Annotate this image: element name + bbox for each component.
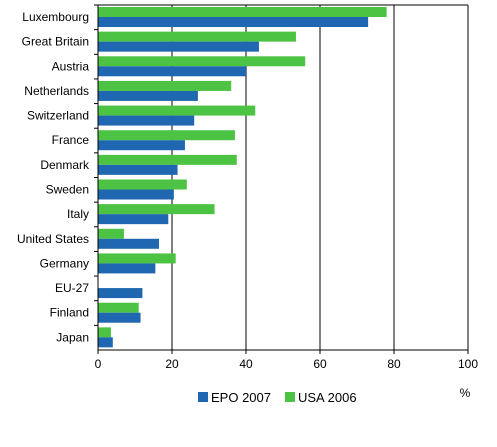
x-tick-label: 20 bbox=[165, 357, 179, 371]
bar-usa-2006 bbox=[98, 56, 306, 67]
x-tick-label: 0 bbox=[95, 357, 102, 371]
legend-swatch bbox=[198, 392, 208, 402]
category-label: United States bbox=[17, 232, 89, 246]
category-label: Japan bbox=[56, 330, 89, 344]
x-tick-label: 60 bbox=[313, 357, 327, 371]
bar-usa-2006 bbox=[98, 179, 187, 190]
category-label: EU-27 bbox=[55, 281, 89, 295]
x-tick-label: 80 bbox=[387, 357, 401, 371]
bar-epo-2007 bbox=[98, 238, 160, 249]
category-label: Germany bbox=[40, 256, 89, 270]
category-label: France bbox=[52, 133, 90, 147]
bar-epo-2007 bbox=[98, 164, 178, 175]
x-tick-labels: 0 20 40 60 80 100 bbox=[95, 357, 479, 371]
category-label: Italy bbox=[67, 207, 89, 221]
legend-swatch bbox=[285, 392, 295, 402]
category-label: Great Britain bbox=[22, 35, 89, 49]
bar-epo-2007 bbox=[98, 140, 185, 151]
bar-usa-2006 bbox=[98, 327, 111, 338]
legend: EPO 2007 USA 2006 bbox=[198, 390, 357, 405]
legend-label: EPO 2007 bbox=[211, 390, 271, 405]
bar-usa-2006 bbox=[98, 7, 387, 17]
bars bbox=[98, 7, 387, 348]
category-label: Finland bbox=[50, 306, 89, 320]
x-unit-label: % bbox=[460, 386, 471, 400]
category-label: Sweden bbox=[46, 183, 89, 197]
bar-usa-2006 bbox=[98, 302, 139, 313]
bar-usa-2006 bbox=[98, 130, 235, 141]
bar-usa-2006 bbox=[98, 154, 237, 165]
bar-usa-2006 bbox=[98, 204, 215, 215]
bar-epo-2007 bbox=[98, 312, 141, 323]
bar-usa-2006 bbox=[98, 228, 124, 239]
bar-epo-2007 bbox=[98, 214, 169, 225]
category-label: Luxembourg bbox=[22, 10, 89, 24]
bar-epo-2007 bbox=[98, 41, 259, 52]
bar-epo-2007 bbox=[98, 288, 143, 299]
bar-epo-2007 bbox=[98, 66, 246, 77]
category-label: Austria bbox=[52, 59, 90, 73]
x-tick-label: 100 bbox=[458, 357, 478, 371]
bar-usa-2006 bbox=[98, 31, 296, 42]
category-label: Netherlands bbox=[24, 84, 89, 98]
bar-usa-2006 bbox=[98, 80, 232, 91]
bar-epo-2007 bbox=[98, 337, 113, 348]
category-label: Denmark bbox=[40, 158, 90, 172]
category-labels: Luxembourg Great Britain Austria Netherland… bbox=[17, 10, 90, 344]
legend-label: USA 2006 bbox=[298, 390, 357, 405]
bar-epo-2007 bbox=[98, 90, 198, 101]
category-label: Switzerland bbox=[27, 109, 89, 123]
bar-usa-2006 bbox=[98, 253, 176, 264]
bar-epo-2007 bbox=[98, 263, 156, 274]
axes bbox=[94, 4, 469, 354]
x-tick-label: 40 bbox=[239, 357, 253, 371]
bar-epo-2007 bbox=[98, 17, 369, 27]
bar-epo-2007 bbox=[98, 189, 174, 200]
bar-epo-2007 bbox=[98, 115, 195, 126]
bar-usa-2006 bbox=[98, 105, 256, 116]
